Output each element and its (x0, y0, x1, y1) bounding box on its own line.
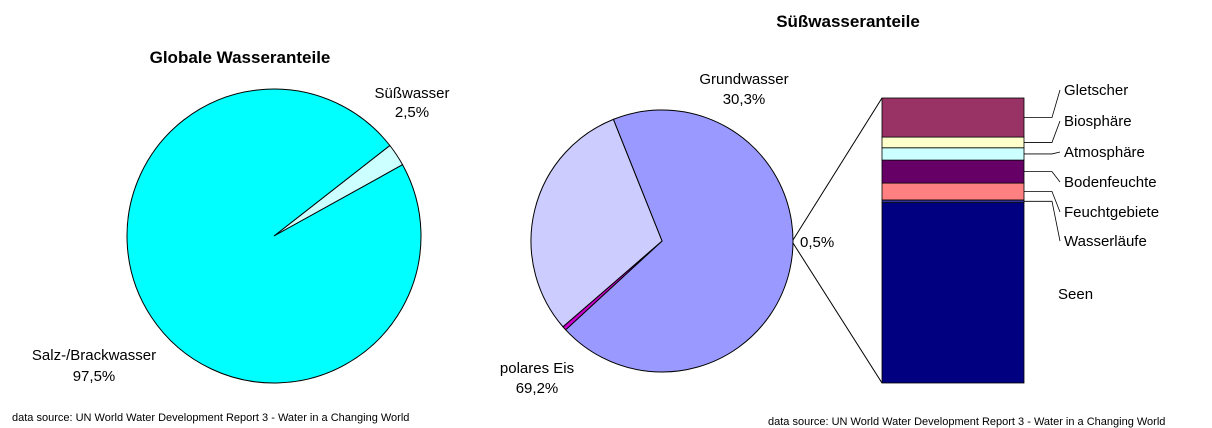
connector-line-top (792, 97, 883, 241)
right-pie (530, 109, 794, 373)
stacked-bar-segment-1 (881, 202, 1025, 384)
right-label-grundwasser: Grundwasser (699, 71, 788, 88)
left-value-suesswasser: 2,5% (395, 104, 429, 121)
stacked-bar-segment-5 (881, 147, 1025, 161)
stacked-bar-segment-6 (881, 136, 1025, 149)
stacked-bar-segment-3 (881, 182, 1025, 201)
right-value-polares-eis: 69,2% (516, 380, 559, 397)
left-source-note: data source: UN World Water Development … (12, 412, 409, 424)
stacked-bar-segment-7 (881, 97, 1025, 138)
stacked-bar (881, 97, 1025, 384)
stacked-bar-leader-4 (1024, 171, 1061, 183)
stacked-bar-leader-6 (1024, 120, 1061, 143)
left-chart-title: Globale Wasseranteile (150, 48, 331, 67)
stacked-bar-label-5: Atmosphäre (1064, 144, 1145, 161)
right-pie-slice-1 (564, 109, 794, 373)
stacked-bar-segment-4 (881, 159, 1025, 184)
stacked-bar-label-1: Seen (1058, 286, 1093, 303)
right-value-small-slice: 0,5% (800, 234, 834, 251)
left-pie-slice-2 (126, 88, 422, 384)
right-value-grundwasser: 30,3% (723, 91, 766, 108)
stacked-bar-leader-2 (1024, 200, 1061, 242)
stacked-bar-label-2: Wasserläufe (1064, 233, 1147, 250)
left-label-salzwasser: Salz-/Brackwasser (32, 347, 156, 364)
stacked-bar-leader-5 (1024, 151, 1061, 155)
stacked-bar-leader-3 (1024, 191, 1061, 213)
stacked-bar-label-7: Gletscher (1064, 82, 1128, 99)
left-label-suesswasser: Süßwasser (374, 85, 449, 102)
stacked-bar-label-3: Feuchtgebiete (1064, 204, 1159, 221)
left-pie (126, 88, 422, 384)
left-value-salzwasser: 97,5% (73, 368, 116, 385)
right-chart-title: Süßwasseranteile (776, 12, 920, 31)
stacked-bar-label-6: Biosphäre (1064, 113, 1132, 130)
stacked-bar-label-4: Bodenfeuchte (1064, 174, 1157, 191)
right-pie-slice-3 (530, 118, 663, 328)
stacked-bar-leader-7 (1024, 89, 1061, 118)
right-label-polares-eis: polares Eis (500, 360, 574, 377)
stacked-bar-labels: Seen Wasserläufe Feuchtgebiete Bodenfeuchte… (1024, 82, 1159, 303)
stacked-bar-segment-2 (881, 199, 1025, 204)
connector-line-bottom (792, 242, 883, 384)
right-source-note: data source: UN World Water Development … (768, 416, 1165, 428)
